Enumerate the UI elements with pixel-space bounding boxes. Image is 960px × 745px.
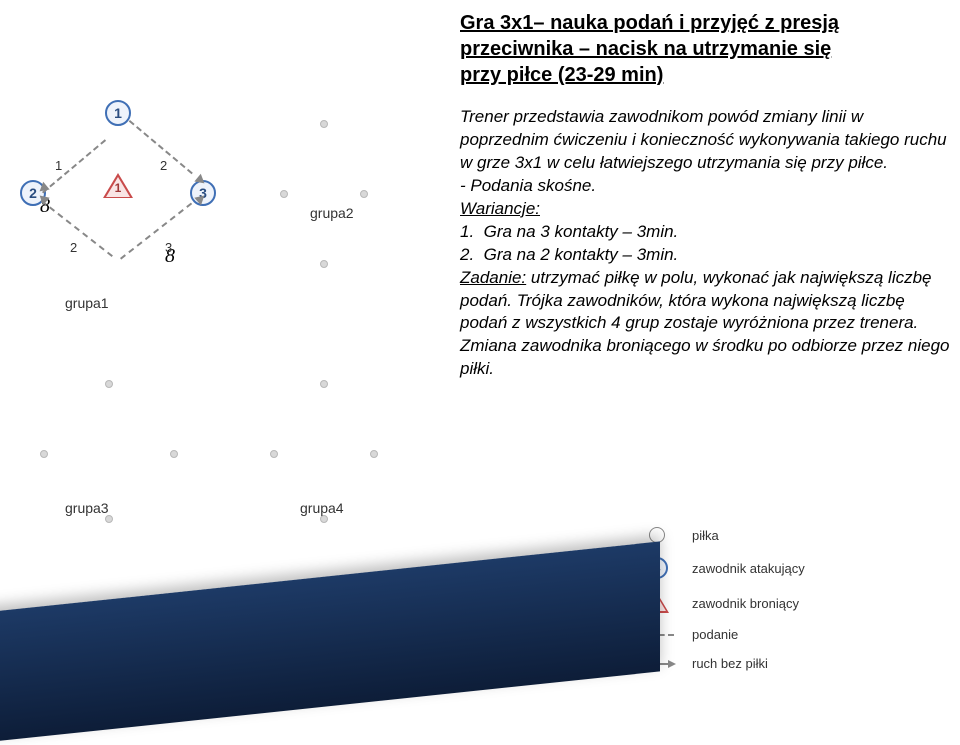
title-line-1: Gra 3x1– nauka podań i przyjęć z presją (460, 10, 950, 36)
pass-line-4 (120, 203, 192, 260)
dot-icon (40, 450, 48, 458)
footer-wedge (0, 541, 660, 745)
legend-label-pass: podanie (692, 627, 738, 642)
path-num-2a: 2 (160, 158, 167, 173)
dot-icon (320, 380, 328, 388)
legend-row-ball: piłka (640, 527, 910, 543)
legend-row-defender: 2 zawodnik broniący (640, 593, 910, 613)
variant-1: 1. Gra na 3 kontakty – 3min. (460, 221, 950, 244)
swap-text: Zmiana zawodnika broniącego w środku po … (460, 335, 950, 381)
path-num-3: 3 (165, 240, 172, 255)
legend-row-run: ruch bez piłki (640, 656, 910, 671)
pass-line-1 (42, 139, 106, 193)
dot-icon (320, 515, 328, 523)
intro-text: Trener przedstawia zawodnikom powód zmia… (460, 106, 950, 175)
legend-label-run: ruch bez piłki (692, 656, 768, 671)
legend-label-defender: zawodnik broniący (692, 596, 799, 611)
page: Gra 3x1– nauka podań i przyjęć z presją … (0, 0, 960, 725)
dot-icon (320, 260, 328, 268)
legend-row-attacker: 4 zawodnik atakujący (640, 557, 910, 579)
path-num-1: 1 (55, 158, 62, 173)
legend-label-attacker: zawodnik atakujący (692, 561, 805, 576)
diagram-panel: 1 2 3 1 1 2 2 3 grupa1 grupa2 (10, 100, 450, 520)
variants-heading: Wariancje: (460, 198, 950, 221)
player-node-1: 1 (105, 100, 131, 126)
text-panel: Gra 3x1– nauka podań i przyjęć z presją … (460, 10, 950, 381)
dot-icon (360, 190, 368, 198)
dot-icon (280, 190, 288, 198)
ball-icon (640, 527, 674, 543)
dot-icon (320, 120, 328, 128)
group-label-2: grupa2 (310, 205, 354, 221)
dot-icon (170, 450, 178, 458)
task-rest: utrzymać piłkę w polu, wykonać jak najwi… (460, 268, 932, 333)
group-label-1: grupa1 (65, 295, 109, 311)
defender-number: 1 (105, 181, 131, 195)
defender-marker: 1 (105, 175, 131, 199)
dot-icon (105, 380, 113, 388)
legend-label-ball: piłka (692, 528, 719, 543)
title-line-2: przeciwnika – nacisk na utrzymanie się (460, 36, 950, 62)
legend: piłka 4 zawodnik atakujący 2 zawodnik br… (640, 527, 910, 685)
dot-icon (370, 450, 378, 458)
task-block: Zadanie: utrzymać piłkę w polu, wykonać … (460, 267, 950, 336)
group-label-4: grupa4 (300, 500, 344, 516)
group-label-3: grupa3 (65, 500, 109, 516)
task-label: Zadanie: (460, 268, 526, 287)
legend-row-pass: podanie (640, 627, 910, 642)
path-num-2b: 2 (70, 240, 77, 255)
dot-icon (270, 450, 278, 458)
title-line-3: przy piłce (23-29 min) (460, 62, 950, 88)
variant-2: 2. Gra na 2 kontakty – 3min. (460, 244, 950, 267)
bullet-text: - Podania skośne. (460, 175, 950, 198)
dot-icon (105, 515, 113, 523)
